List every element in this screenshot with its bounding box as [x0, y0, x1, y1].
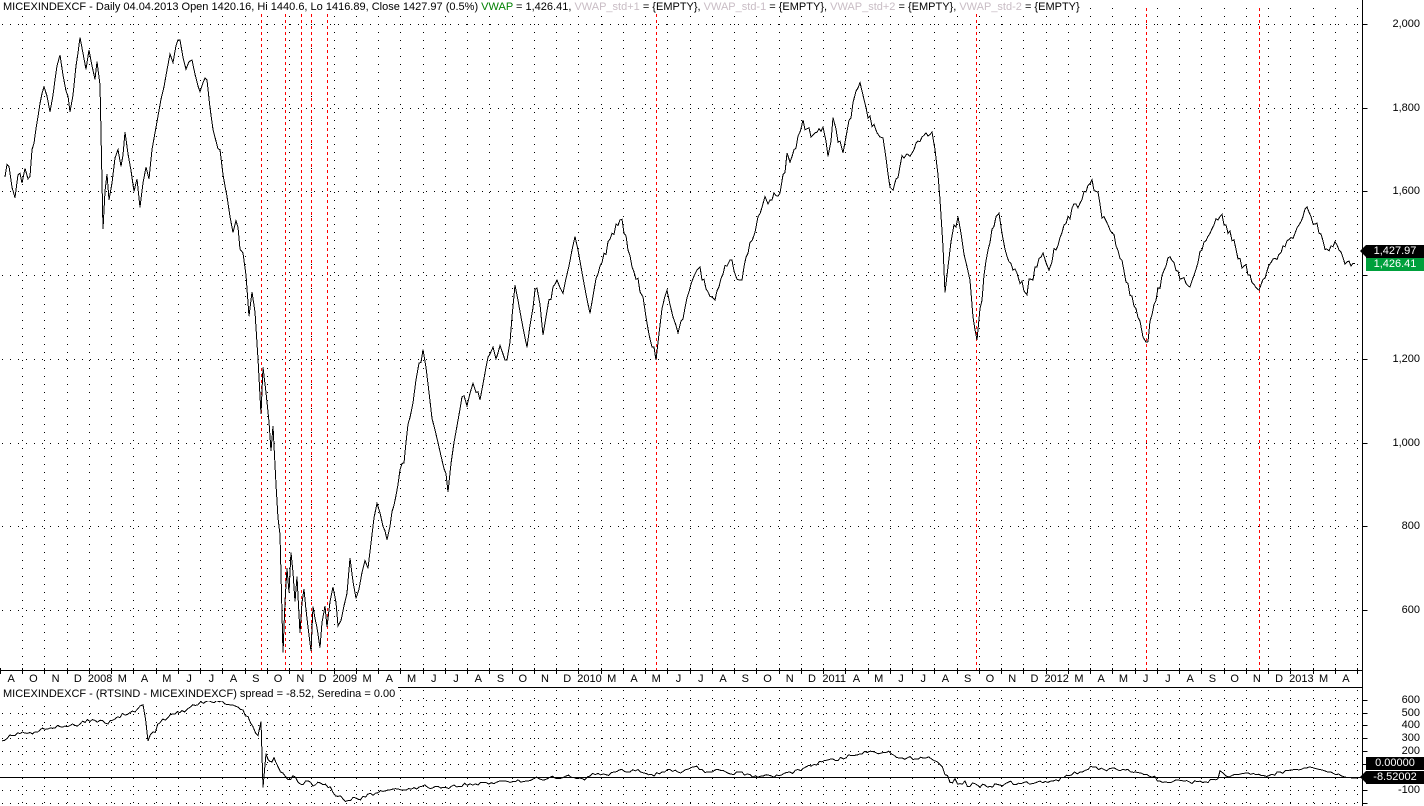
header-segment: VWAP_std-2: [959, 1, 1022, 13]
header-segment: = {EMPTY},: [639, 1, 704, 13]
x-axis-label: N: [541, 673, 549, 685]
header-segment: VWAP_std+2: [830, 1, 896, 13]
y-axis-label: -100: [1397, 783, 1420, 796]
price-series-line: [4, 37, 1355, 653]
x-axis-label: M: [362, 673, 371, 685]
x-axis-label: N: [296, 673, 304, 685]
x-axis-label: S: [1209, 673, 1216, 685]
x-axis-label: 2012: [1044, 673, 1068, 685]
x-axis-label: A: [853, 673, 861, 685]
x-axis-label: A: [1098, 673, 1106, 685]
x-axis-label: 2008: [88, 673, 112, 685]
x-axis-label: A: [719, 673, 727, 685]
x-axis-label: M: [874, 673, 883, 685]
header-segment: = {EMPTY},: [766, 1, 831, 13]
main-chart-title: MICEXINDEXCF - Daily 04.04.2013 Open 142…: [0, 0, 1083, 14]
y-axis-label: 2,000: [1392, 17, 1420, 30]
x-axis-label: A: [386, 673, 394, 685]
x-axis-label: S: [742, 673, 749, 685]
spread-series-line: [1, 699, 1359, 803]
x-axis-label: S: [964, 673, 971, 685]
x-axis-label: J: [1143, 673, 1149, 685]
x-axis-label: M: [407, 673, 416, 685]
x-axis-label: J: [186, 673, 192, 685]
x-axis-label: J: [1165, 673, 1171, 685]
x-axis-label: J: [676, 673, 682, 685]
x-axis-label: A: [1342, 673, 1350, 685]
y-axis-label: 1,000: [1392, 436, 1420, 449]
y-axis-label: 300: [1401, 731, 1420, 744]
x-axis-label: D: [1030, 673, 1038, 685]
x-axis-label: N: [52, 673, 60, 685]
x-axis-label: A: [1186, 673, 1194, 685]
x-axis-label: M: [118, 673, 127, 685]
header-segment: VWAP: [481, 1, 513, 13]
y-axis-label: 600: [1401, 603, 1420, 616]
y-axis-label: 600: [1401, 693, 1420, 706]
header-segment: MICEXINDEXCF - Daily 04.04.2013 Open 142…: [3, 1, 482, 13]
vwap-price-badge: 1,426.41: [1366, 258, 1424, 271]
x-axis-label: N: [1253, 673, 1261, 685]
spread-chart-title: MICEXINDEXCF - (RTSIND - MICEXINDEXCF) s…: [0, 687, 399, 701]
x-axis-label: S: [252, 673, 259, 685]
x-axis-label: O: [763, 673, 772, 685]
x-axis-label: O: [274, 673, 283, 685]
x-axis-label: A: [475, 673, 483, 685]
x-axis-label: D: [319, 673, 327, 685]
header-segment: VWAP_std+1: [574, 1, 640, 13]
x-axis-label: J: [431, 673, 437, 685]
x-axis-label: 2011: [822, 673, 846, 685]
x-axis-label: O: [986, 673, 995, 685]
x-axis-label: 2009: [333, 673, 357, 685]
x-axis-label: M: [652, 673, 661, 685]
y-axis-label: 1,600: [1392, 184, 1420, 197]
header-segment: VWAP_std-1: [703, 1, 767, 13]
x-axis-label: M: [1074, 673, 1083, 685]
header-segment: = 1,426.41,: [512, 1, 575, 13]
x-axis-label: D: [1275, 673, 1283, 685]
x-axis-label: J: [920, 673, 926, 685]
x-axis-label: J: [898, 673, 904, 685]
y-axis-label: 800: [1401, 519, 1420, 532]
y-axis-label: 400: [1401, 718, 1420, 731]
x-axis-label: A: [942, 673, 950, 685]
x-axis-label: M: [1319, 673, 1328, 685]
x-axis-label: A: [141, 673, 149, 685]
x-axis-label: D: [808, 673, 816, 685]
x-axis-label: O: [1230, 673, 1239, 685]
x-axis-label: O: [518, 673, 527, 685]
x-axis-label: N: [1008, 673, 1016, 685]
x-axis-label: J: [453, 673, 459, 685]
y-axis-label: 1,200: [1392, 352, 1420, 365]
x-axis-label: 2010: [577, 673, 601, 685]
x-axis-label: J: [209, 673, 215, 685]
x-axis-label: M: [607, 673, 616, 685]
last-price-badge: 1,427.97: [1360, 245, 1424, 258]
x-axis-label: D: [74, 673, 82, 685]
x-axis-label: 2013: [1289, 673, 1313, 685]
y-axis-label: 500: [1401, 706, 1420, 719]
x-axis-label: D: [563, 673, 571, 685]
x-axis-label: A: [630, 673, 638, 685]
x-axis-label: M: [1119, 673, 1128, 685]
x-axis-label: M: [162, 673, 171, 685]
x-axis-label: N: [786, 673, 794, 685]
x-axis-label: S: [497, 673, 504, 685]
x-axis-label: O: [29, 673, 38, 685]
x-axis-label: A: [230, 673, 238, 685]
spread-midline-badge: 0.00000: [1366, 757, 1424, 770]
y-axis-label: 200: [1401, 744, 1420, 757]
spread-value-badge: -8.52002: [1360, 771, 1424, 784]
y-axis-label: 1,800: [1392, 101, 1420, 114]
x-axis-label: J: [698, 673, 704, 685]
header-segment: = {EMPTY}: [1021, 1, 1080, 13]
header-segment: = {EMPTY},: [895, 1, 960, 13]
x-axis-label: A: [7, 673, 15, 685]
